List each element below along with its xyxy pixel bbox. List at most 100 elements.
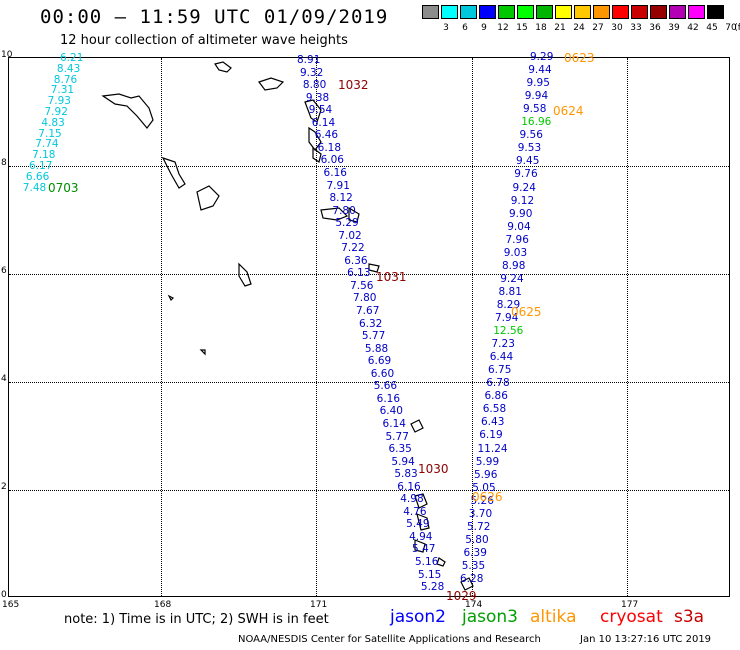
colorbar-label: 24 [573,23,585,33]
colorbar-unit: (ft) [734,23,740,33]
wave-height-value: 7.18 [32,149,56,162]
wave-height-value: 9.38 [305,91,330,104]
y-axis-label: 6 [1,266,7,276]
wave-height-value: 6.32 [358,317,383,330]
wave-height-value: 9.44 [528,64,552,77]
wave-height-value: 7.56 [350,279,374,292]
wave-height-value: 8.76 [53,73,78,86]
x-axis-label: 165 [2,600,20,610]
satellite-legend-jason2: jason2 [390,607,446,627]
pass-label-0626: 0626 [472,490,503,504]
y-axis-label: 8 [1,158,7,168]
wave-height-value: 11.24 [477,442,508,455]
colorbar-swatch [555,5,572,19]
colorbar-swatch [517,5,534,19]
colorbar-swatch [650,5,667,19]
wave-height-value: 7.23 [491,338,515,351]
island-outlines [101,61,474,591]
wave-height-value: 5.35 [461,559,486,572]
colorbar-swatch [422,5,439,19]
wave-height-value: 5.15 [417,568,442,581]
wave-height-value: 5.88 [364,342,389,355]
pass-label: 0703 [48,181,79,195]
wave-height-value: 5.16 [415,556,439,568]
wave-height-value: 9.04 [507,220,531,233]
wave-height-value: 6.78 [486,377,510,390]
wave-height-value: 7.22 [341,242,365,255]
wave-height-value: 12.56 [493,325,524,338]
colorbar-swatch [460,5,477,19]
y-axis-label: 0 [1,590,7,600]
wave-height-value: 8.80 [302,79,327,92]
wave-height-value: 5.72 [467,520,491,533]
wave-height-value: 4.98 [400,493,424,506]
wave-height-value: 9.24 [512,181,536,194]
wave-height-value: 9.94 [524,90,549,103]
wave-height-value: 5.94 [391,455,415,468]
wave-height-value: 6.19 [479,429,503,442]
wave-height-value: 5.80 [465,533,489,546]
wave-height-value: 6.16 [323,166,347,179]
wave-height-value: 5.77 [361,330,386,343]
wave-height-value: 5.77 [385,430,409,443]
wave-height-value: 7.94 [495,312,519,324]
wave-height-value: 6.69 [367,355,392,368]
wave-height-value: 7.15 [38,127,62,140]
pass-label-1030: 1030 [418,462,449,476]
grid-line [316,58,317,596]
wave-height-value: 7.67 [356,305,380,317]
wave-height-value: 7.31 [50,84,75,97]
grid-line [627,58,628,596]
wave-height-value: 7.80 [332,204,356,217]
colorbar-swatch [536,5,553,19]
wave-height-value: 8.81 [498,285,522,298]
colorbar-label: 36 [649,23,661,33]
wave-height-value: 5.49 [406,518,430,531]
wave-height-value: 9.29 [530,51,554,63]
wave-height-value: 7.93 [47,95,71,108]
pass-label: 1032 [338,78,369,92]
wave-height-value: 6.86 [484,390,508,403]
wave-height-value: 5.66 [373,380,398,393]
satellite-legend-cryosat: cryosat [600,607,663,627]
wave-height-value: 9.54 [308,104,333,117]
wave-height-value: 9.12 [510,194,535,207]
x-axis-label: 174 [465,600,483,610]
footer-note: note: 1) Time is in UTC; 2) SWH is in fe… [64,612,329,627]
wave-height-value: 6.40 [379,405,403,418]
wave-height-value: 6.36 [344,254,368,267]
wave-height-value: 7.74 [35,138,59,151]
wave-height-value: 5.83 [394,468,418,481]
colorbar-swatch [498,5,515,19]
wave-height-value: 5.28 [420,581,445,594]
grid-line [9,382,729,383]
wave-height-value: 6.14 [311,116,336,129]
wave-height-value: 3.70 [468,507,493,520]
wave-height-value: 6.35 [388,443,412,456]
wave-height-value: 9.95 [526,77,550,90]
wave-height-value: 6.16 [376,392,401,405]
pass-label-1029: 1029 [446,589,477,603]
y-axis-label: 4 [1,374,7,384]
wave-height-value: 8.29 [496,298,521,311]
colorbar-label: 33 [630,23,642,33]
satellite-legend-s3a: s3a [674,607,705,627]
colorbar-label: 3 [443,23,449,33]
pass-label-0624: 0624 [553,104,584,118]
colorbar-swatch [441,5,458,19]
wave-height-value: 6.75 [488,364,512,377]
colorbar-label: 21 [554,23,566,33]
colorbar-label: 30 [611,23,623,33]
wave-height-value: 9.32 [299,66,324,79]
wave-height-value: 7.02 [338,229,362,242]
wave-height-value: 9.90 [509,207,533,220]
pass-label: 0623 [564,51,595,65]
colorbar-swatch [631,5,648,19]
wave-height-value: 9.58 [523,103,547,116]
wave-height-value: 7.96 [505,233,529,246]
wave-height-value: 9.45 [516,155,540,168]
colorbar-label: 12 [497,23,509,33]
wave-height-value: 6.17 [29,160,53,172]
wave-height-value: 6.16 [397,480,421,493]
colorbar-label: 9 [481,23,487,33]
